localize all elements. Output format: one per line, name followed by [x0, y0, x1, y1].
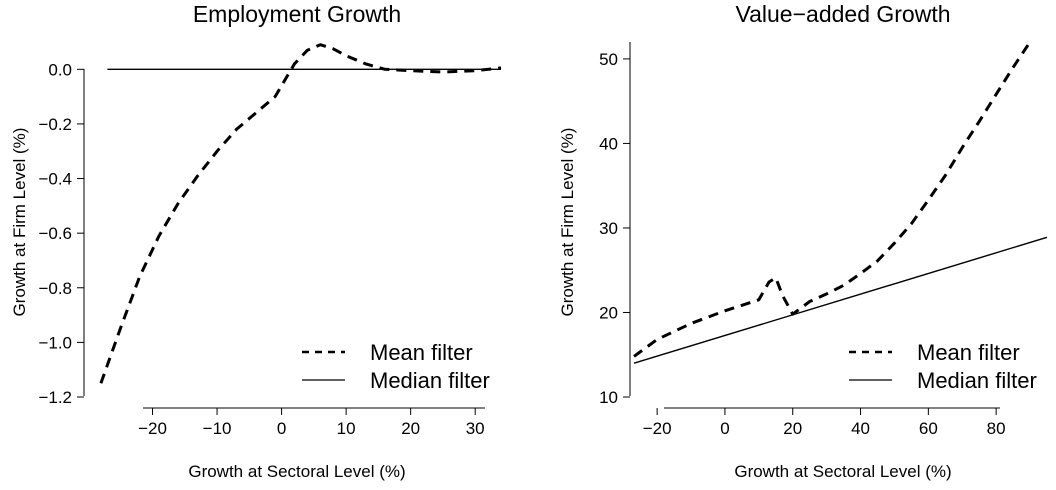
chart-employment-growth: Employment Growth Growth at Sectoral Lev… [10, 1, 502, 481]
y-tick-label: −0.4 [38, 170, 72, 189]
x-tick-label: 80 [987, 419, 1006, 438]
legend-mean-filter-label: Mean filter [370, 340, 473, 365]
legend: Mean filter Median filter [302, 340, 490, 393]
chart-value-added-growth: Value−added Growth Growth at Sectoral Le… [558, 1, 1048, 481]
y-tick-label: −0.2 [38, 115, 72, 134]
y-tick-label: 40 [599, 134, 618, 153]
x-ticks: −20 −10 0 10 20 30 [138, 408, 485, 438]
x-tick-label: 0 [720, 419, 729, 438]
x-ticks: −20 0 20 40 60 80 [643, 408, 1006, 438]
y-tick-label: 0.0 [48, 60, 72, 79]
series-line-median-filter [633, 236, 1048, 364]
series-line-mean-filter [633, 41, 1032, 358]
legend-median-filter-label: Median filter [370, 368, 490, 393]
y-tick-label: 10 [599, 388, 618, 407]
y-tick-label: −0.6 [38, 224, 72, 243]
x-tick-label: 0 [277, 419, 286, 438]
series-group [99, 43, 502, 384]
y-tick-label: −1.2 [38, 388, 72, 407]
legend-mean-filter-label: Mean filter [917, 340, 1020, 365]
y-axis-label: Growth at Firm Level (%) [558, 128, 577, 317]
y-tick-label: −0.8 [38, 279, 72, 298]
series-group [633, 41, 1048, 364]
x-tick-label: −10 [203, 419, 232, 438]
x-tick-label: 10 [337, 419, 356, 438]
y-tick-label: 20 [599, 303, 618, 322]
x-tick-label: 40 [851, 419, 870, 438]
x-axis-label: Growth at Sectoral Level (%) [188, 462, 405, 481]
x-axis-label: Growth at Sectoral Level (%) [734, 462, 951, 481]
legend: Mean filter Median filter [849, 340, 1037, 393]
chart-title: Value−added Growth [735, 1, 950, 27]
x-tick-label: 20 [401, 419, 420, 438]
legend-median-filter-label: Median filter [917, 368, 1037, 393]
x-tick-label: 20 [783, 419, 802, 438]
y-ticks: 10 20 30 40 50 [599, 50, 630, 407]
x-tick-label: 30 [466, 419, 485, 438]
y-tick-label: −1.0 [38, 333, 72, 352]
x-tick-label: −20 [643, 419, 672, 438]
chart-title: Employment Growth [193, 1, 401, 27]
series-line-mean-filter [99, 43, 502, 384]
y-tick-label: 30 [599, 219, 618, 238]
y-axis-label: Growth at Firm Level (%) [10, 128, 29, 317]
y-tick-label: 50 [599, 50, 618, 69]
y-ticks: 0.0 −0.2 −0.4 −0.6 −0.8 −1.0 −1.2 [38, 60, 84, 407]
x-tick-label: −20 [138, 419, 167, 438]
x-tick-label: 60 [919, 419, 938, 438]
